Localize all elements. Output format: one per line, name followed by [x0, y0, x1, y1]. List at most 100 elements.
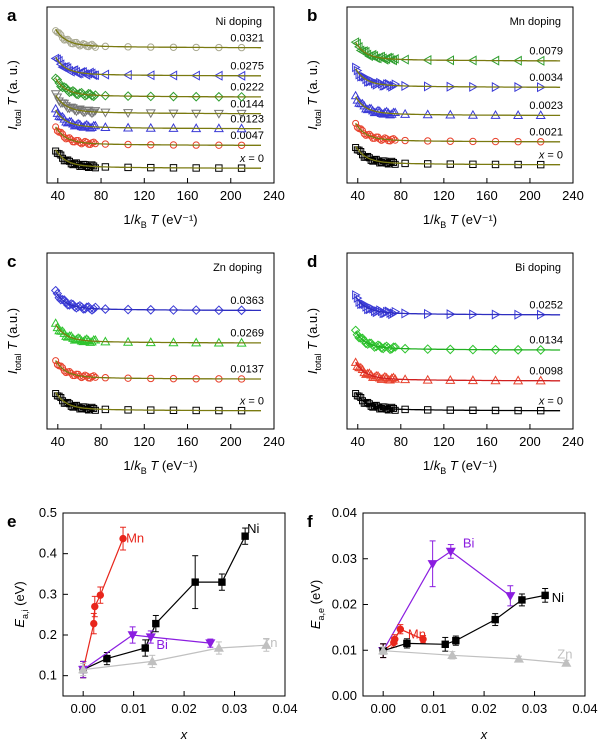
data-point — [71, 107, 82, 117]
panel-e: 0.00 0.01 0.02 0.03 0.04 0.1 0.2 0.3 0.4 0.5 e x Ea,… — [7, 505, 298, 741]
x-axis-label: 1/kB T (eV⁻¹) — [423, 212, 497, 230]
data-point — [357, 125, 365, 133]
data-point — [419, 635, 427, 643]
y-tick-label: 0.2 — [39, 627, 57, 642]
data-point — [52, 27, 60, 35]
fit-line — [55, 78, 261, 98]
data-point — [78, 664, 89, 674]
data-point — [53, 361, 61, 369]
series-label: Bi — [463, 536, 475, 551]
fit-line — [355, 42, 561, 62]
panel-f: 0.00 0.01 0.02 0.03 0.04 0.00 0.01 0.02 0.03 0.04… — [307, 505, 598, 741]
plot-frame — [46, 252, 275, 430]
panel-label: a — [7, 6, 17, 25]
fit-line — [55, 94, 261, 115]
data-point — [96, 591, 105, 599]
series-label: 0.0137 — [230, 364, 264, 376]
data-point — [59, 34, 67, 42]
data-point — [81, 119, 92, 129]
series-label: 0.0079 — [529, 46, 563, 58]
panel-d: 40 80 120 160 200 240 d Bi doping 1/kB T (eV⁻¹) I… — [305, 252, 584, 476]
x-axis-label: x — [480, 727, 488, 741]
y-tick-label: 0.02 — [332, 597, 357, 612]
series-label: 0.0021 — [529, 127, 563, 139]
data-point — [87, 109, 97, 119]
data-point — [213, 305, 224, 316]
x-tick-label: 40 — [51, 434, 65, 449]
data-point — [441, 640, 449, 649]
data-point — [561, 657, 572, 667]
x-tick-label: 160 — [177, 434, 199, 449]
x-tick-label: 0.00 — [71, 701, 96, 716]
fit-line — [355, 96, 561, 117]
panel-title: Mn doping — [510, 16, 561, 28]
data-point — [380, 371, 390, 381]
y-axis-label: Ea,e (eV) — [308, 580, 326, 629]
x-tick-label: 240 — [263, 434, 285, 449]
x-tick-label: 0.01 — [121, 701, 146, 716]
x-tick-label: 0.00 — [371, 701, 396, 716]
x-tick-label: 0.03 — [522, 701, 547, 716]
fit-line — [355, 68, 561, 88]
data-point — [381, 106, 392, 116]
data-point — [86, 141, 94, 149]
panel-label: c — [7, 252, 16, 271]
plot-frame — [62, 512, 286, 697]
x-tick-label: 240 — [263, 188, 285, 203]
fit-line — [355, 122, 561, 143]
data-point — [191, 578, 199, 586]
data-point — [90, 372, 98, 380]
series-line — [82, 634, 211, 671]
series-label: x = 0 — [239, 153, 264, 165]
data-point — [145, 91, 156, 102]
x-tick-label: 0.02 — [171, 701, 196, 716]
data-point — [145, 633, 156, 643]
data-point — [205, 639, 216, 649]
data-point — [191, 91, 202, 102]
data-point — [452, 636, 460, 645]
x-tick-label: 120 — [433, 434, 455, 449]
data-point — [518, 596, 526, 604]
data-point — [352, 119, 360, 127]
series-line — [382, 550, 511, 651]
fit-line — [55, 109, 261, 130]
fit-line — [355, 331, 561, 351]
data-point — [90, 107, 101, 116]
series-label: x = 0 — [239, 395, 264, 407]
data-point — [390, 107, 401, 117]
fit-line — [355, 145, 561, 166]
x-tick-label: 40 — [351, 434, 365, 449]
data-point — [91, 43, 99, 51]
panel-title: Bi doping — [515, 262, 561, 274]
x-tick-label: 120 — [433, 188, 455, 203]
fit-line — [355, 295, 561, 316]
series-label: Ni — [247, 521, 259, 536]
data-point — [396, 625, 405, 633]
data-point — [91, 602, 99, 611]
x-tick-label: 160 — [476, 434, 498, 449]
data-point — [52, 288, 63, 299]
data-point — [422, 344, 433, 355]
data-point — [427, 560, 438, 569]
data-point — [123, 304, 133, 315]
y-tick-label: 0.5 — [39, 505, 57, 520]
plot-frame — [346, 252, 574, 430]
data-point — [90, 619, 98, 628]
data-point — [100, 90, 111, 101]
data-point — [400, 343, 411, 354]
x-tick-label: 0.04 — [272, 701, 297, 716]
x-tick-label: 40 — [351, 188, 365, 203]
y-tick-label: 0.01 — [332, 642, 357, 657]
x-tick-label: 200 — [220, 434, 242, 449]
x-tick-label: 200 — [519, 188, 541, 203]
fit-line — [55, 28, 261, 49]
x-axis-label: 1/kB T (eV⁻¹) — [123, 212, 197, 230]
data-point — [55, 29, 63, 37]
data-point — [57, 362, 65, 370]
data-point — [52, 74, 63, 85]
data-point — [141, 644, 149, 652]
data-point — [388, 372, 399, 382]
series-label: 0.0222 — [230, 82, 264, 94]
x-tick-label: 40 — [51, 188, 65, 203]
series-label: Zn — [557, 646, 572, 661]
